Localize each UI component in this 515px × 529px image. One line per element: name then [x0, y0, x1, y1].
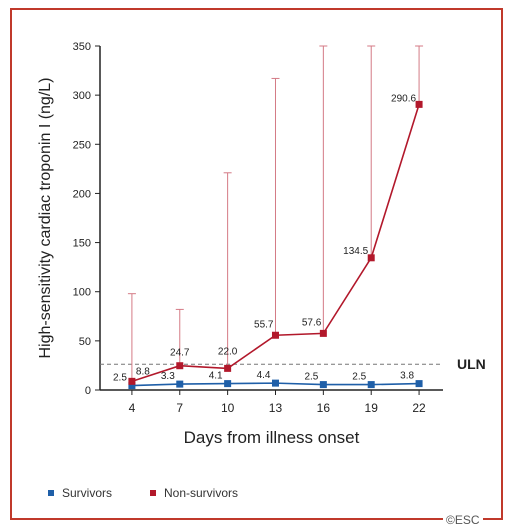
non-survivors-data-label: 290.6	[391, 93, 416, 104]
non-survivors-data-label: 57.6	[302, 317, 322, 328]
survivors-point	[415, 380, 423, 388]
survivors-data-label: 3.3	[161, 371, 175, 382]
survivors-point	[176, 380, 184, 388]
uln-label: ULN	[457, 356, 486, 372]
y-tick-label: 200	[73, 188, 91, 200]
survivors-point	[128, 382, 136, 390]
y-tick-label: 0	[85, 385, 91, 397]
legend-non-survivors-label: Non-survivors	[164, 486, 239, 500]
x-tick-label: 22	[412, 401, 426, 415]
non-survivors-data-label: 55.7	[254, 319, 274, 330]
survivors-point	[367, 381, 375, 389]
x-tick-label: 10	[221, 401, 235, 415]
legend-non-survivors-swatch	[150, 490, 156, 496]
y-tick-label: 350	[73, 41, 91, 53]
non-survivors-data-label: 22.0	[218, 346, 238, 357]
x-tick-label: 7	[176, 401, 183, 415]
survivors-data-label: 4.1	[209, 371, 223, 382]
non-survivors-data-label: 134.5	[343, 246, 368, 257]
legend-survivors: Survivors	[48, 486, 112, 500]
x-tick-label: 13	[269, 401, 283, 415]
x-tick-label: 19	[365, 401, 379, 415]
non-survivors-point	[176, 362, 184, 370]
non-survivors-point	[415, 100, 423, 108]
x-tick-label: 4	[129, 401, 136, 415]
non-survivors-point	[367, 254, 375, 262]
y-tick-label: 150	[73, 238, 91, 250]
y-tick-label: 50	[79, 336, 91, 348]
legend-non-survivors: Non-survivors	[150, 486, 238, 500]
survivors-point	[224, 380, 232, 388]
survivors-data-label: 3.8	[400, 371, 414, 382]
x-axis-title: Days from illness onset	[184, 428, 360, 447]
y-tick-label: 100	[73, 287, 91, 299]
figure-frame	[10, 8, 503, 520]
copyright: ©ESC	[443, 513, 483, 527]
y-tick-label: 300	[73, 90, 91, 102]
legend-survivors-swatch	[48, 490, 54, 496]
x-tick-label: 16	[317, 401, 331, 415]
survivors-data-label: 2.5	[352, 372, 366, 383]
survivors-point	[319, 381, 327, 389]
y-tick-label: 250	[73, 139, 91, 151]
survivors-point	[271, 379, 279, 387]
non-survivors-point	[271, 331, 279, 339]
non-survivors-point	[224, 364, 232, 372]
survivors-data-label: 4.4	[257, 370, 271, 381]
survivors-data-label: 2.5	[304, 372, 318, 383]
legend-survivors-label: Survivors	[62, 486, 113, 500]
non-survivors-data-label: 24.7	[170, 348, 190, 359]
y-axis-title: High-sensitivity cardiac troponin I (ng/…	[37, 77, 54, 358]
survivors-data-label: 2.5	[113, 373, 127, 384]
non-survivors-data-label: 8.8	[136, 366, 150, 377]
non-survivors-point	[319, 329, 327, 337]
non-survivors-point	[128, 377, 136, 385]
